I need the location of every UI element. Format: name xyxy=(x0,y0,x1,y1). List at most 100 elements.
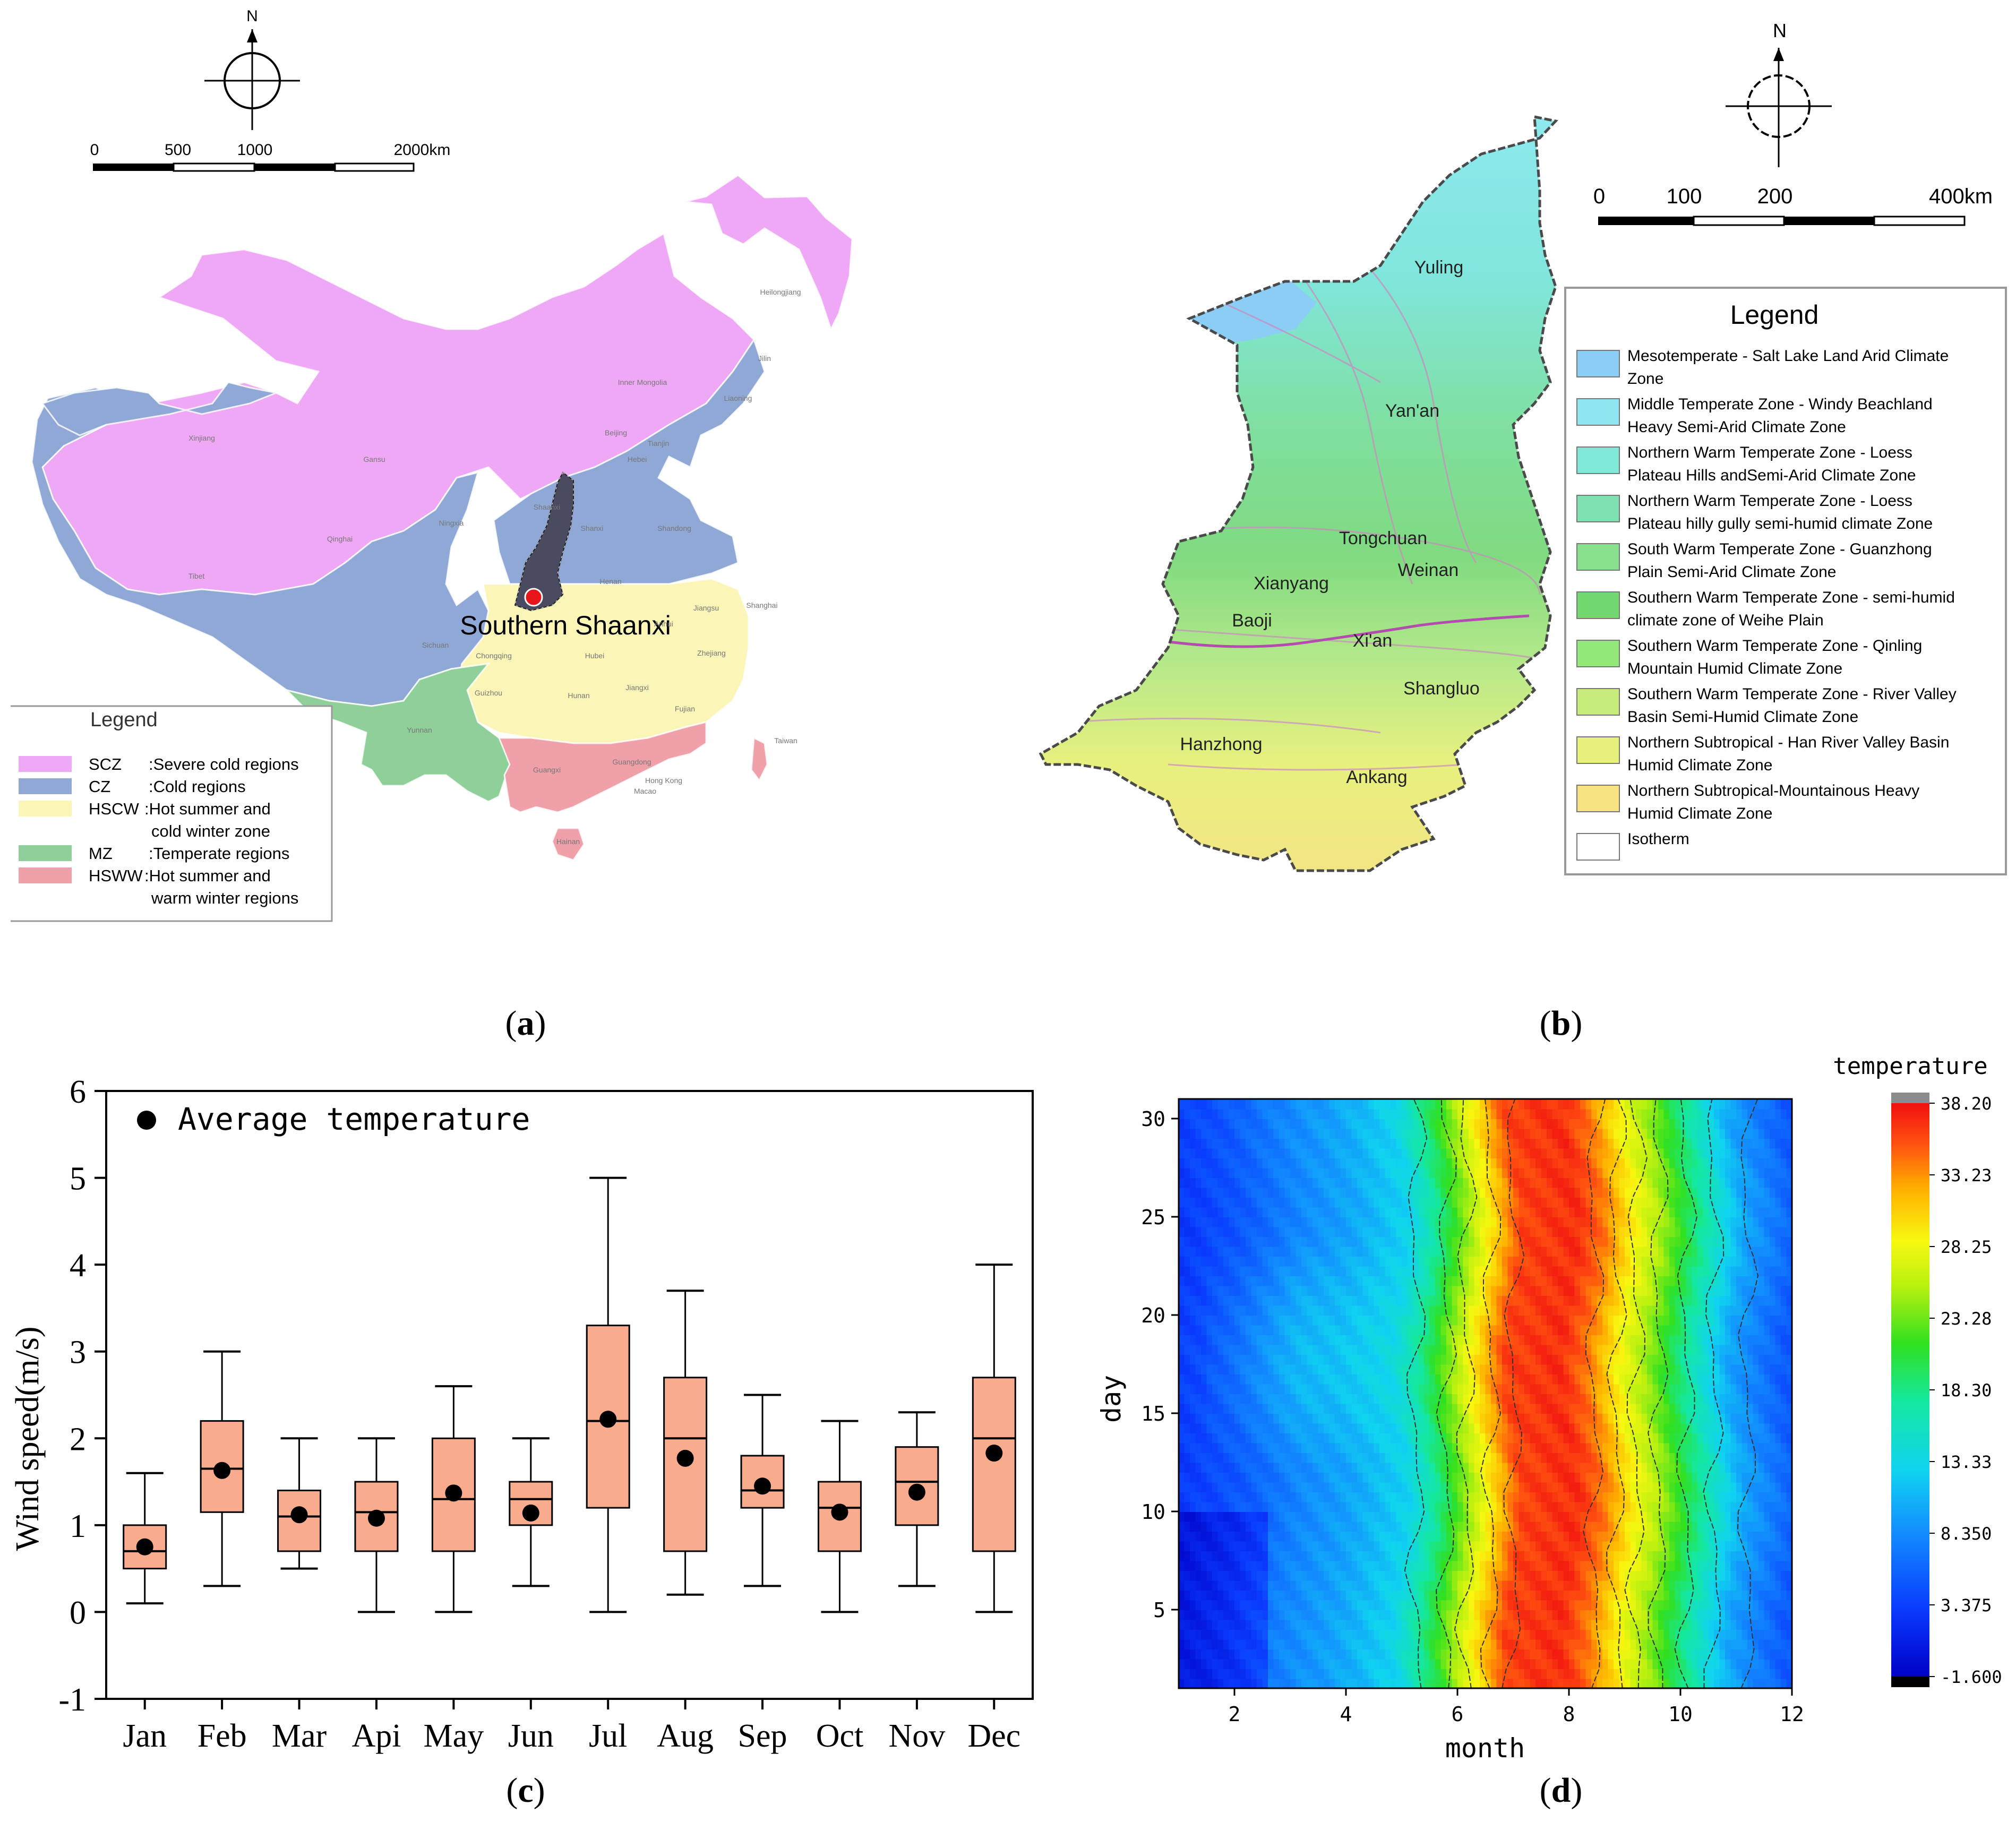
heat-cell xyxy=(1614,1108,1620,1119)
heat-cell xyxy=(1262,1276,1268,1286)
heat-cell xyxy=(1318,1187,1324,1198)
heat-cell xyxy=(1262,1217,1268,1227)
heat-cell xyxy=(1246,1383,1252,1394)
heat-cell xyxy=(1201,1472,1207,1483)
heat-cell xyxy=(1385,1226,1391,1237)
heat-cell xyxy=(1362,1610,1369,1620)
heat-cell xyxy=(1541,1344,1547,1355)
heat-cell xyxy=(1307,1167,1313,1178)
heat-cell xyxy=(1273,1658,1280,1669)
heat-cell xyxy=(1547,1236,1553,1247)
heat-cell xyxy=(1340,1453,1346,1463)
heat-cell xyxy=(1368,1472,1375,1483)
heat-cell xyxy=(1324,1364,1330,1374)
heat-cell xyxy=(1591,1639,1598,1649)
heat-cell xyxy=(1240,1138,1246,1149)
heat-cell xyxy=(1580,1305,1586,1316)
heat-cell xyxy=(1262,1305,1268,1316)
heat-cell xyxy=(1435,1315,1442,1326)
heat-cell xyxy=(1379,1197,1386,1208)
heat-cell xyxy=(1240,1551,1246,1561)
heat-cell xyxy=(1597,1305,1603,1316)
heat-cell xyxy=(1179,1580,1185,1591)
heat-cell xyxy=(1541,1138,1547,1149)
heat-cell xyxy=(1195,1187,1202,1198)
heat-cell xyxy=(1602,1511,1609,1522)
heat-cell xyxy=(1608,1501,1614,1512)
heat-cell xyxy=(1591,1128,1598,1139)
heat-cell xyxy=(1246,1305,1252,1316)
heat-cell xyxy=(1329,1344,1335,1355)
heat-cell xyxy=(1312,1570,1319,1581)
heat-cell xyxy=(1201,1187,1207,1198)
heat-cell xyxy=(1424,1374,1430,1385)
heat-cell xyxy=(1262,1344,1268,1355)
heat-cell xyxy=(1279,1433,1285,1443)
heat-cell xyxy=(1284,1256,1291,1267)
heat-cell xyxy=(1530,1167,1536,1178)
heat-cell xyxy=(1580,1187,1586,1198)
heat-cell xyxy=(1446,1256,1453,1267)
heat-cell xyxy=(1229,1570,1235,1581)
heat-cell xyxy=(1391,1649,1397,1660)
heat-cell xyxy=(1312,1276,1319,1286)
heat-cell xyxy=(1217,1462,1224,1473)
heat-cell xyxy=(1284,1325,1291,1335)
heat-cell xyxy=(1268,1226,1274,1237)
heat-cell xyxy=(1457,1364,1464,1374)
heat-cell xyxy=(1212,1433,1219,1443)
heat-cell xyxy=(1251,1649,1257,1660)
heat-cell xyxy=(1614,1669,1620,1679)
heat-cell xyxy=(1234,1108,1241,1119)
heat-cell xyxy=(1429,1531,1436,1542)
heat-cell xyxy=(1530,1256,1536,1267)
y-tick-label: 0 xyxy=(70,1595,86,1631)
heat-cell xyxy=(1502,1669,1508,1679)
heat-cell xyxy=(1329,1226,1335,1237)
heat-cell xyxy=(1184,1325,1190,1335)
heat-cell xyxy=(1374,1364,1380,1374)
heat-cell xyxy=(1385,1187,1391,1198)
heat-cell xyxy=(1346,1226,1352,1237)
heat-cell xyxy=(1469,1629,1475,1640)
heat-cell xyxy=(1318,1600,1324,1610)
heat-cell xyxy=(1418,1246,1425,1257)
heat-cell xyxy=(1246,1148,1252,1158)
heat-cell xyxy=(1502,1138,1508,1149)
heat-cell xyxy=(1424,1305,1430,1316)
heat-cell xyxy=(1463,1364,1469,1374)
heat-cell xyxy=(1407,1266,1413,1276)
heat-cell xyxy=(1597,1276,1603,1286)
heat-cell xyxy=(1396,1128,1402,1139)
heat-cell xyxy=(1346,1276,1352,1286)
heat-cell xyxy=(1240,1128,1246,1139)
heat-cell xyxy=(1190,1403,1196,1414)
heat-cell xyxy=(1524,1226,1531,1237)
heat-cell xyxy=(1329,1197,1335,1208)
heat-cell xyxy=(1179,1246,1185,1257)
heat-cell xyxy=(1262,1580,1268,1591)
heat-cell xyxy=(1301,1560,1308,1571)
heat-cell xyxy=(1234,1403,1241,1414)
heat-cell xyxy=(1273,1305,1280,1316)
heat-cell xyxy=(1391,1246,1397,1257)
heat-cell xyxy=(1257,1590,1263,1601)
heat-cell xyxy=(1374,1610,1380,1620)
heat-cell xyxy=(1591,1600,1598,1610)
heat-cell xyxy=(1262,1521,1268,1532)
heat-cell xyxy=(1273,1472,1280,1483)
heat-cell xyxy=(1262,1285,1268,1296)
heat-cell xyxy=(1318,1629,1324,1640)
heat-cell xyxy=(1301,1207,1308,1217)
heat-cell xyxy=(1362,1560,1369,1571)
heat-cell xyxy=(1179,1678,1185,1688)
heat-cell xyxy=(1385,1442,1391,1453)
heat-cell xyxy=(1574,1619,1581,1630)
heat-cell xyxy=(1507,1482,1514,1492)
heat-cell xyxy=(1374,1335,1380,1345)
heat-cell xyxy=(1541,1128,1547,1139)
heat-cell xyxy=(1223,1403,1230,1414)
heat-cell xyxy=(1614,1315,1620,1326)
heat-cell xyxy=(1519,1197,1525,1208)
heat-cell xyxy=(1524,1335,1531,1345)
